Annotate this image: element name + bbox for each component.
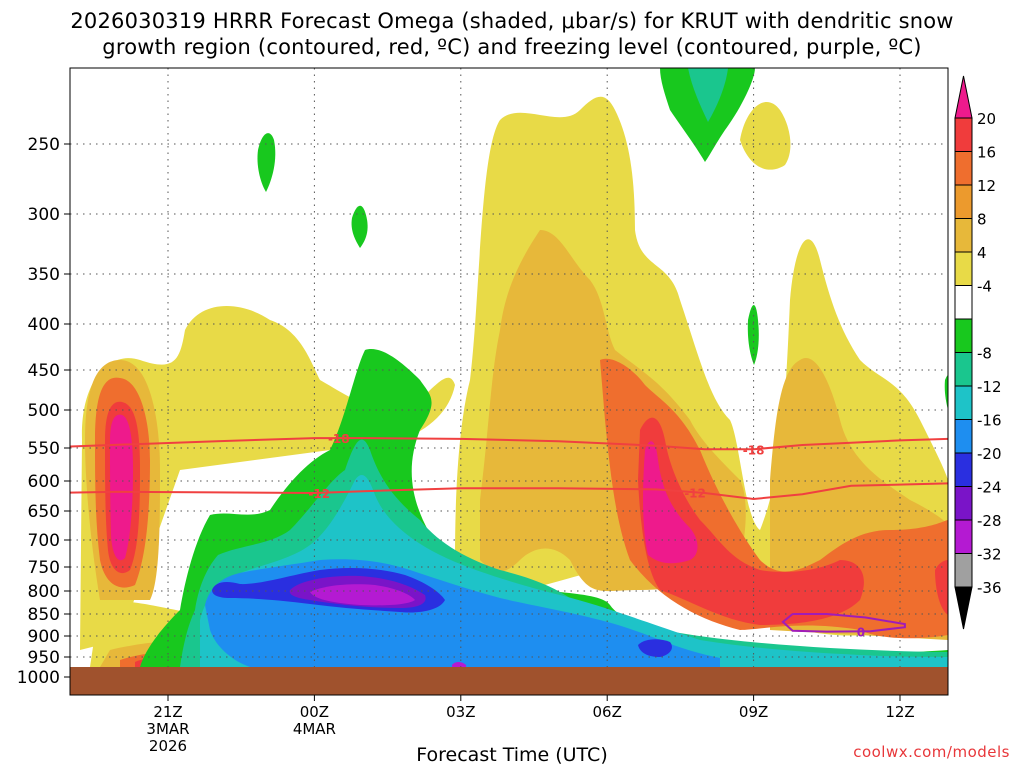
- y-axis: 2503003504004505005506006507007508008509…: [17, 135, 70, 688]
- contour-label: -18: [328, 432, 350, 446]
- colorbar-label: -12: [977, 378, 1002, 396]
- y-tick-label: 850: [28, 605, 60, 625]
- colorbar-bin: [954, 419, 973, 454]
- y-tick-label: 650: [28, 502, 60, 522]
- y-tick-label: 450: [28, 361, 60, 381]
- contours: -18 -18 -12 -12 0: [70, 432, 948, 640]
- plot-area: -18 -18 -12 -12 0: [70, 68, 948, 695]
- colorbar-bin: [954, 452, 973, 487]
- y-tick-label: 1000: [17, 668, 60, 688]
- omega-region-darkblue-right: [638, 639, 672, 657]
- contour-line: [70, 482, 948, 501]
- y-tick-label: 400: [28, 315, 60, 335]
- colorbar-bin: [954, 586, 973, 630]
- x-axis-label: Forecast Time (UTC): [416, 744, 608, 766]
- y-tick-label: 700: [28, 531, 60, 551]
- omega-region-violet-small: [452, 662, 466, 667]
- omega-region-green-top-mid: [351, 205, 368, 248]
- omega-region-magenta-left: [110, 414, 133, 561]
- y-tick-label: 350: [28, 265, 60, 285]
- y-tick-label: 550: [28, 439, 60, 459]
- y-tick-label: 600: [28, 472, 60, 492]
- x-tick-label: 06Z: [593, 703, 622, 721]
- colorbar-label: -32: [977, 546, 1002, 564]
- x-tick-label: 12Z: [885, 703, 914, 721]
- omega-region-yellow-left: [80, 306, 455, 650]
- colorbar-label: 8: [977, 211, 987, 229]
- colorbar: 20 16 12 8 4 -4 -8 -12 -16 -20 -24 -28 -32 -36: [954, 75, 1002, 630]
- colorbar-label: -20: [977, 445, 1002, 463]
- contour-line: [70, 437, 948, 451]
- colorbar-bin: [954, 151, 973, 186]
- x-tick-label: 21Z: [153, 703, 182, 721]
- x-tick-label: 00Z: [300, 703, 329, 721]
- contour-label: 0: [857, 626, 865, 640]
- title-line-2: growth region (contoured, red, ºC) and f…: [102, 35, 922, 59]
- omega-region-red-right: [935, 560, 948, 615]
- colorbar-label: -16: [977, 412, 1002, 430]
- colorbar-label: 16: [977, 144, 996, 162]
- x-tick-label: 09Z: [739, 703, 768, 721]
- ground-surface: [70, 667, 948, 695]
- colorbar-bin: [954, 553, 973, 588]
- y-tick-label: 800: [28, 582, 60, 602]
- plot-frame: [69, 67, 949, 696]
- omega-region-teal-top: [688, 68, 728, 122]
- contour-label: -12: [684, 486, 706, 500]
- y-tick-label: 300: [28, 205, 60, 225]
- colorbar-label: -4: [977, 278, 992, 296]
- contour-label: -18: [743, 443, 765, 457]
- y-tick-label: 900: [28, 627, 60, 647]
- credit-link[interactable]: coolwx.com/models: [853, 743, 1010, 761]
- colorbar-bin: [954, 486, 973, 521]
- colorbar-label: -24: [977, 479, 1002, 497]
- y-tick-label: 950: [28, 648, 60, 668]
- colorbar-bin: [954, 519, 973, 554]
- x-tick-label: 4MAR: [293, 720, 336, 738]
- colorbar-bin: [954, 352, 973, 387]
- colorbar-bin: [954, 75, 973, 119]
- x-tick-label: 03Z: [446, 703, 475, 721]
- grid: [70, 68, 948, 695]
- colorbar-label: 12: [977, 177, 996, 195]
- omega-region-magenta-center: [643, 441, 698, 564]
- chart-title: 2026030319 HRRR Forecast Omega (shaded, …: [0, 8, 1024, 60]
- omega-region-violet: [310, 584, 415, 606]
- x-tick-label: 2026: [149, 737, 187, 755]
- colorbar-label: 4: [977, 244, 987, 262]
- colorbar-bin: [954, 117, 973, 152]
- colorbar-label: -36: [977, 579, 1002, 597]
- colorbar-label: -28: [977, 512, 1002, 530]
- omega-region-yellow-top: [740, 101, 791, 170]
- colorbar-bin: [954, 251, 973, 286]
- contour-line: [781, 613, 906, 633]
- y-tick-label: 750: [28, 558, 60, 578]
- colorbar-bin: [954, 385, 973, 420]
- colorbar-label: -8: [977, 345, 992, 363]
- omega-region-green-far-right: [944, 375, 948, 410]
- colorbar-bin: [954, 218, 973, 253]
- colorbar-bin: [954, 184, 973, 219]
- omega-shading: [80, 68, 948, 667]
- colorbar-label: 20: [977, 110, 996, 128]
- y-tick-label: 250: [28, 135, 60, 155]
- colorbar-bin: [954, 285, 973, 320]
- contour-label: -12: [308, 487, 330, 501]
- colorbar-bin: [954, 318, 973, 353]
- omega-region-green-top-left: [257, 133, 276, 192]
- x-tick-label: 3MAR: [146, 720, 189, 738]
- title-line-1: 2026030319 HRRR Forecast Omega (shaded, …: [70, 9, 954, 33]
- y-tick-label: 500: [28, 401, 60, 421]
- omega-region-red-center: [638, 417, 864, 625]
